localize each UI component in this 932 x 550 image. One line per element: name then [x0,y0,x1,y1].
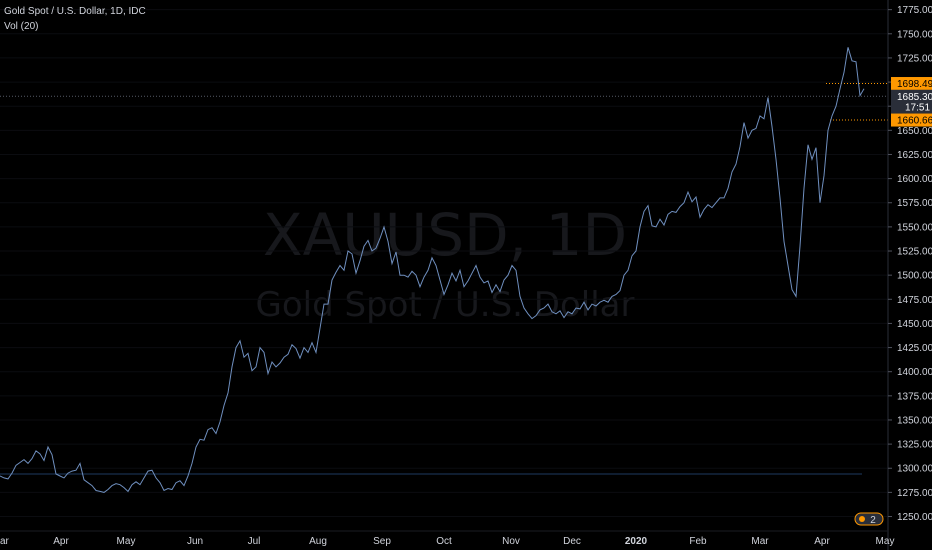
x-tick-label: Apr [53,536,69,547]
x-tick-label: Dec [563,536,581,547]
price-axis[interactable]: 1250.00 1275.00 1300.00 1325.00 1350.00 1375.… [888,5,932,523]
x-tick-label: Apr [814,536,830,547]
price-tag-box [891,113,932,127]
y-tick-label: 1475.00 [897,295,932,306]
price-tag-label: 1698.49 [897,79,932,90]
y-tick-label: 1325.00 [897,440,932,451]
y-tick-label: 1500.00 [897,271,932,282]
x-tick-label: May [117,536,136,547]
y-tick-label: 1450.00 [897,319,932,330]
time-axis[interactable]: ar Apr May Jun Jul Aug Sep Oct Nov Dec 2020 Feb Mar A… [0,536,894,547]
x-tick-label: Jul [248,536,261,547]
y-tick-label: 1275.00 [897,488,932,499]
x-tick-label: Aug [309,536,327,547]
x-tick-label: Sep [373,536,391,547]
y-tick-label: 1525.00 [897,247,932,258]
price-tag-label: 1660.66 [897,116,932,127]
price-tag-box [891,77,932,91]
y-tick-label: 1625.00 [897,150,932,161]
x-tick-label: Jun [187,536,203,547]
y-tick-label: 1550.00 [897,222,932,233]
price-series-line[interactable] [0,47,865,493]
volume-indicator-label[interactable]: Vol (20) [4,21,39,32]
y-tick-label: 1400.00 [897,367,932,378]
chart-legend: Gold Spot / U.S. Dollar, 1D, IDC Vol (20… [4,4,146,34]
notification-badge[interactable]: 2 [854,512,884,526]
y-tick-label: 1375.00 [897,391,932,402]
x-tick-label: May [876,536,895,547]
y-tick-label: 1775.00 [897,5,932,16]
x-tick-label: ar [0,536,10,547]
x-tick-label: Feb [689,536,707,547]
x-tick-label: 2020 [625,536,648,547]
y-tick-label: 1575.00 [897,198,932,209]
x-tick-label: Oct [436,536,452,547]
grid [0,9,888,518]
price-tag-box [891,89,932,114]
y-tick-label: 1600.00 [897,174,932,185]
y-tick-label: 1425.00 [897,343,932,354]
y-tick-label: 1750.00 [897,29,932,40]
symbol-title[interactable]: Gold Spot / U.S. Dollar, 1D, IDC [4,6,146,17]
price-level-lines [0,83,888,121]
y-tick-label: 1725.00 [897,53,932,64]
x-tick-label: Nov [502,536,520,547]
bar-countdown-label: 17:51 [905,102,930,113]
chart-watermark: XAUUSD, 1D Gold Spot / U.S. Dollar [256,201,635,325]
price-tag-label: 1685.30 [897,92,932,103]
y-tick-label: 1650.00 [897,126,932,137]
badge-dot-icon [859,516,865,522]
badge-count: 2 [870,515,876,526]
watermark-ticker: XAUUSD, 1D [263,201,627,269]
x-tick-label: Mar [751,536,769,547]
y-tick-label: 1350.00 [897,415,932,426]
y-tick-label: 1300.00 [897,464,932,475]
y-tick-label: 1250.00 [897,512,932,523]
